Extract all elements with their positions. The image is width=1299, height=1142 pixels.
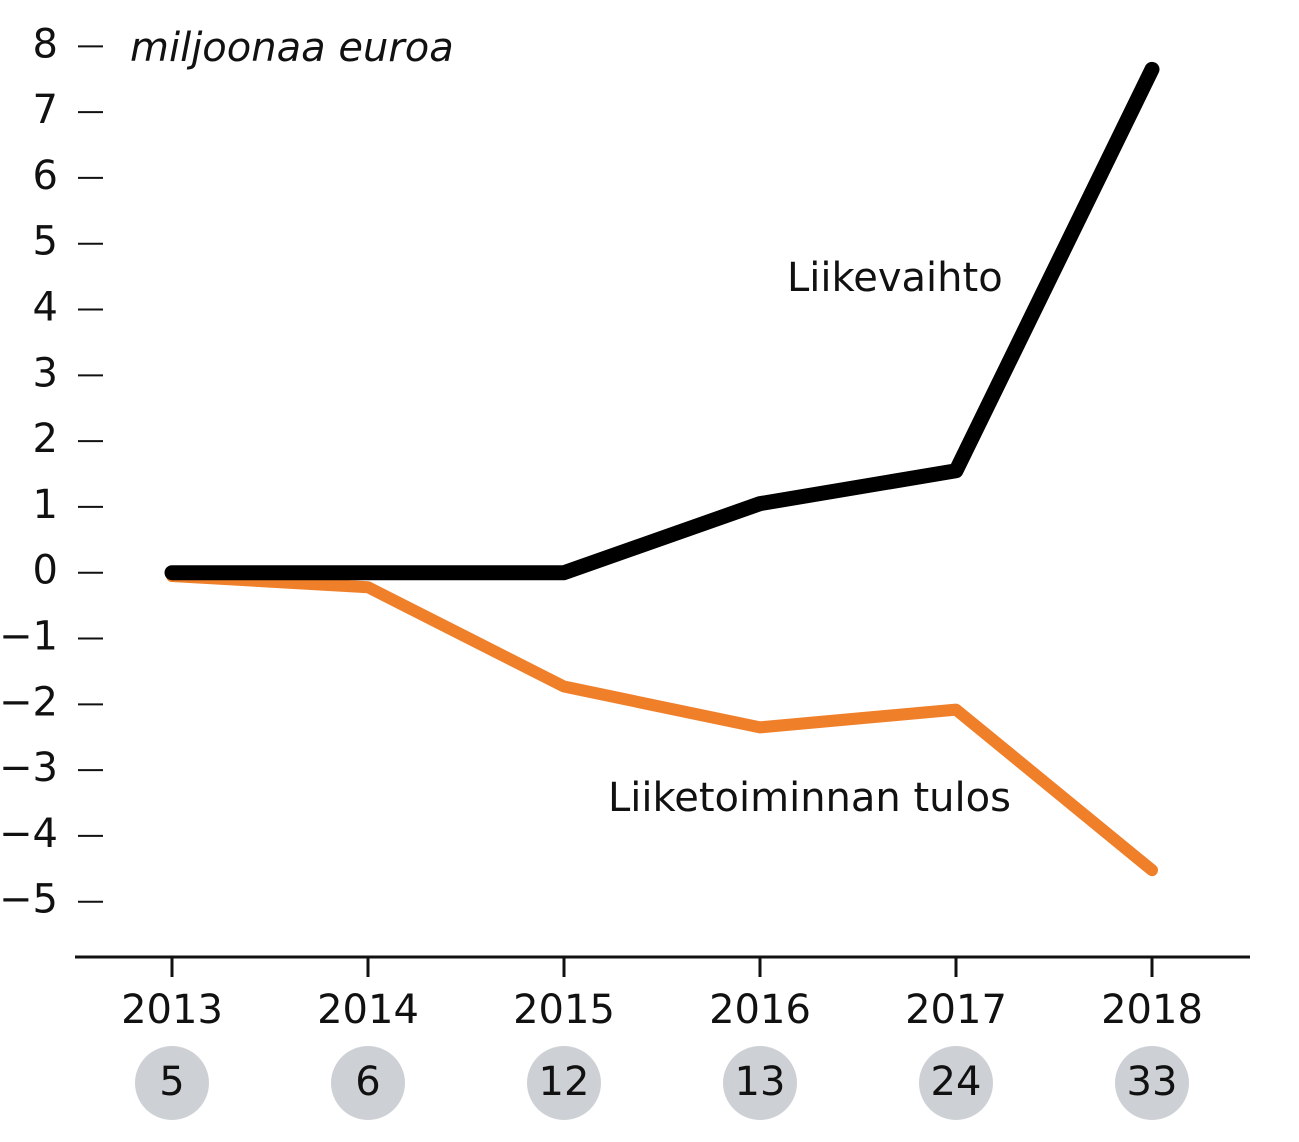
y-tick-label: −4: [0, 811, 58, 857]
unit-label: miljoonaa euroa: [130, 25, 454, 71]
series-label: Liikevaihto: [787, 255, 1003, 301]
count-badge: [919, 1046, 993, 1120]
y-tick-label: −3: [0, 745, 58, 791]
y-tick-label: 0: [33, 548, 58, 594]
count-label: 33: [1127, 1059, 1178, 1105]
line: [166, 570, 1158, 877]
y-tick-label: −1: [0, 614, 58, 660]
x-tick-label: 2018: [1101, 987, 1203, 1033]
y-tick-label: 5: [33, 219, 58, 265]
y-tick-label: 3: [33, 350, 58, 396]
y-tick-label: 1: [33, 482, 58, 528]
count-label: 5: [159, 1059, 184, 1105]
count-badge: [135, 1046, 209, 1120]
count-label: 13: [735, 1059, 786, 1105]
y-tick-label: −2: [0, 679, 58, 725]
x-tick-label: 2013: [121, 987, 223, 1033]
count-badge: [723, 1046, 797, 1120]
x-tick-label: 2017: [905, 987, 1007, 1033]
y-tick-label: 8: [33, 21, 58, 67]
y-tick-label: 2: [33, 416, 58, 462]
count-badge: [527, 1046, 601, 1120]
x-tick-label: 2014: [317, 987, 419, 1033]
count-badge: [331, 1046, 405, 1120]
line: [164, 61, 1160, 581]
y-tick-label: −5: [0, 877, 58, 923]
count-label: 12: [539, 1059, 590, 1105]
count-badge: [1115, 1046, 1189, 1120]
x-tick-label: 2016: [709, 987, 811, 1033]
y-tick-label: 7: [33, 87, 58, 133]
series-label: Liiketoiminnan tulos: [608, 775, 1011, 821]
count-label: 6: [355, 1059, 380, 1105]
y-tick-label: 4: [33, 285, 58, 331]
y-tick-label: 6: [33, 153, 58, 199]
count-label: 24: [931, 1059, 982, 1105]
x-tick-label: 2015: [513, 987, 615, 1033]
